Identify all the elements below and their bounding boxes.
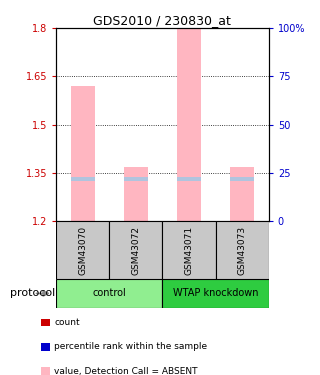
Bar [56,221,109,279]
Text: percentile rank within the sample: percentile rank within the sample [54,342,208,351]
Text: WTAP knockdown: WTAP knockdown [173,288,258,298]
Bar [216,221,269,279]
Bar [177,28,201,221]
Text: protocol: protocol [10,288,55,298]
Bar [109,221,162,279]
Bar [230,166,254,221]
Text: value, Detection Call = ABSENT: value, Detection Call = ABSENT [54,367,198,375]
Text: control: control [92,288,126,298]
Bar [177,177,201,181]
Title: GDS2010 / 230830_at: GDS2010 / 230830_at [93,14,231,27]
Text: count: count [54,318,80,327]
Bar [56,279,163,308]
Bar [163,279,269,308]
Bar [230,177,254,181]
Bar [41,319,50,326]
Text: GSM43071: GSM43071 [185,226,194,275]
Bar [41,368,50,375]
Text: GSM43070: GSM43070 [78,226,87,275]
Bar [124,177,148,181]
Bar [163,221,216,279]
Text: GSM43072: GSM43072 [131,226,140,275]
Bar [71,86,95,221]
Bar [41,343,50,351]
Text: GSM43073: GSM43073 [238,226,247,275]
Bar [71,177,95,181]
Bar [124,166,148,221]
